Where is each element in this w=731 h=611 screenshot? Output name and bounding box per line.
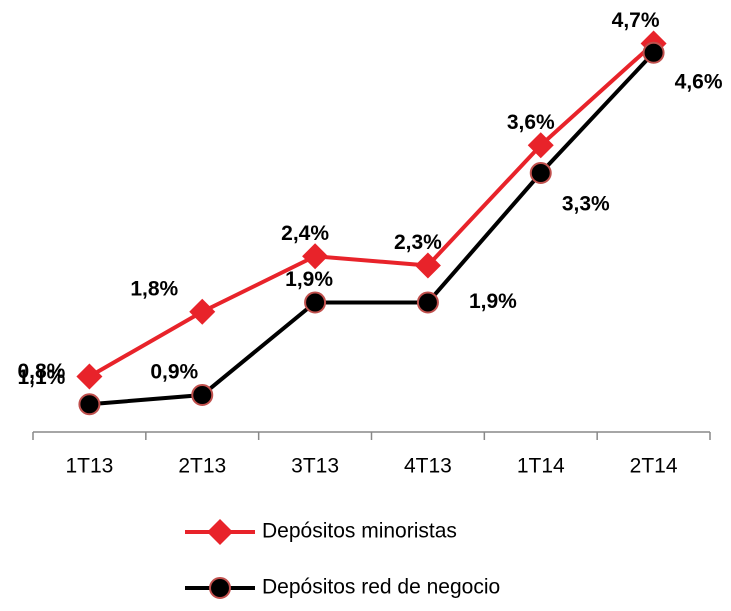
data-label: 1,8% (130, 277, 178, 300)
point (416, 291, 439, 314)
point (529, 162, 552, 184)
x-tick-label: 2T13 (178, 455, 226, 478)
series-line (88, 42, 655, 379)
data-label: 1,9% (469, 290, 517, 313)
data-label: 1,1% (17, 366, 65, 389)
data-label: 4,7% (612, 9, 660, 32)
x-tick-label: 1T14 (517, 455, 565, 478)
data-label: 2,3% (394, 231, 442, 254)
x-tick-label: 4T13 (404, 455, 452, 478)
point (191, 384, 214, 406)
point (189, 298, 216, 325)
data-label: 2,4% (281, 222, 329, 245)
data-label: 0,8% (17, 360, 65, 383)
x-tick-label: 2T14 (630, 455, 678, 478)
point (414, 252, 441, 279)
point (78, 393, 101, 416)
point (527, 132, 554, 159)
legend-label: Depósitos minoristas (262, 520, 457, 543)
data-label: 3,3% (562, 193, 610, 216)
series-line (89, 51, 656, 407)
data-label: 4,6% (675, 70, 723, 93)
point (76, 363, 103, 390)
legend-label: Depósitos red de negocio (262, 576, 500, 599)
point (304, 291, 327, 314)
point (642, 41, 665, 64)
data-label: 3,6% (507, 111, 555, 134)
x-tick-label: 1T13 (65, 455, 113, 478)
data-label: 0,9% (150, 361, 198, 384)
legend-marker (209, 577, 231, 599)
data-label: 1,9% (285, 268, 333, 291)
point (302, 243, 329, 270)
legend-marker (207, 519, 233, 545)
x-tick-label: 3T13 (291, 455, 339, 478)
